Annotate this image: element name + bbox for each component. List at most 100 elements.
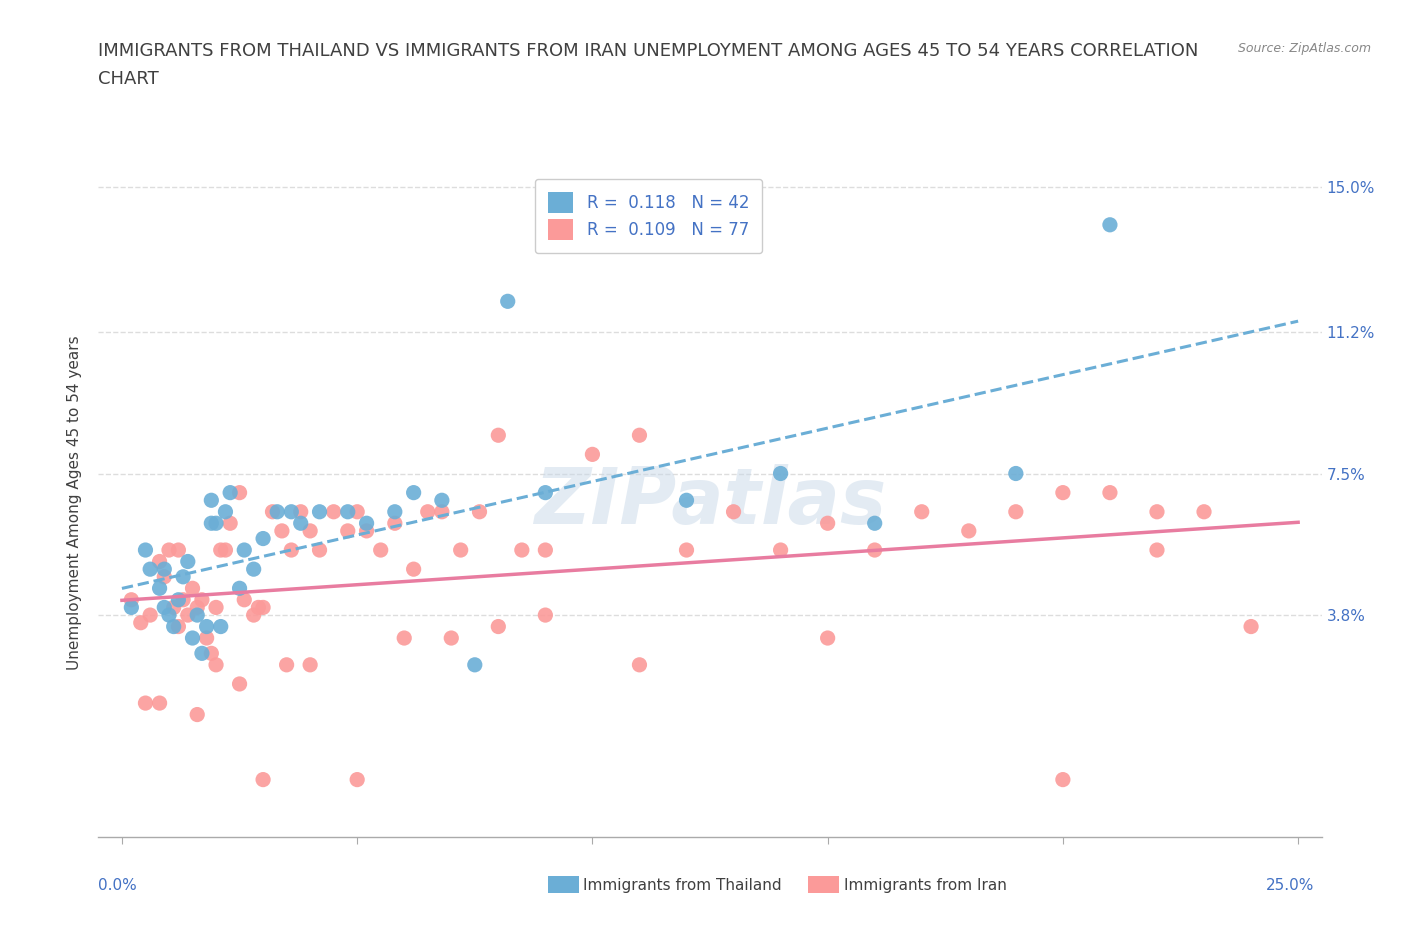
Point (402, 562, 425, 577)
Point (336, 524, 359, 538)
Point (628, 428, 651, 443)
Point (308, 542, 330, 557)
Text: Immigrants from Thailand: Immigrants from Thailand (583, 878, 782, 893)
Point (346, 772, 368, 787)
Point (262, 504, 284, 519)
Point (134, 696, 156, 711)
Point (266, 504, 288, 519)
Point (205, 600, 228, 615)
Point (191, 592, 214, 607)
Point (233, 542, 256, 557)
Point (191, 646, 214, 661)
Point (817, 631, 839, 645)
Point (167, 592, 190, 607)
Point (157, 607, 180, 622)
Point (356, 516, 378, 531)
Text: CHART: CHART (98, 70, 159, 87)
Point (496, 294, 519, 309)
Point (209, 542, 232, 557)
Point (252, 531, 274, 546)
Point (384, 516, 406, 531)
Point (1052, 485, 1074, 500)
Point (157, 542, 180, 557)
Point (817, 516, 839, 531)
Point (276, 658, 298, 672)
Point (120, 592, 142, 607)
Point (534, 485, 557, 500)
Point (186, 607, 208, 622)
Point (322, 504, 344, 519)
Point (581, 447, 603, 462)
Point (440, 631, 463, 645)
Point (450, 542, 472, 557)
Point (486, 619, 509, 634)
Point (346, 504, 368, 519)
Point (200, 646, 222, 661)
Point (769, 466, 792, 481)
Point (163, 619, 186, 634)
Point (242, 607, 264, 622)
Point (247, 600, 270, 615)
Point (149, 581, 172, 596)
Point (228, 676, 250, 691)
Point (534, 607, 557, 622)
Point (172, 592, 194, 607)
Point (336, 504, 359, 519)
Point (209, 619, 232, 634)
Point (464, 658, 486, 672)
Point (416, 504, 439, 519)
Point (430, 504, 453, 519)
Point (214, 542, 236, 557)
Point (153, 562, 176, 577)
Point (139, 607, 162, 622)
Text: Source: ZipAtlas.com: Source: ZipAtlas.com (1237, 42, 1371, 55)
Point (911, 504, 934, 519)
Point (219, 516, 242, 531)
Point (299, 658, 322, 672)
Point (370, 542, 392, 557)
Point (392, 631, 416, 645)
Text: ZIPatlas: ZIPatlas (534, 464, 886, 540)
Point (120, 600, 142, 615)
Point (430, 493, 453, 508)
Point (402, 485, 425, 500)
Point (205, 658, 228, 672)
Point (153, 569, 176, 584)
Point (290, 516, 312, 531)
Point (1098, 485, 1121, 500)
Point (675, 493, 697, 508)
Point (149, 696, 172, 711)
Point (1240, 619, 1263, 634)
Point (1098, 218, 1121, 232)
Point (252, 600, 274, 615)
Point (510, 542, 533, 557)
Point (163, 600, 186, 615)
Point (242, 562, 264, 577)
Point (769, 542, 792, 557)
Point (270, 524, 294, 538)
Point (384, 504, 406, 519)
Point (134, 542, 156, 557)
Point (205, 516, 228, 531)
Text: IMMIGRANTS FROM THAILAND VS IMMIGRANTS FROM IRAN UNEMPLOYMENT AMONG AGES 45 TO 5: IMMIGRANTS FROM THAILAND VS IMMIGRANTS F… (98, 42, 1199, 60)
Point (280, 542, 302, 557)
Point (214, 504, 236, 519)
Point (252, 772, 274, 787)
Point (186, 600, 208, 615)
Legend: R =  0.118   N = 42, R =  0.109   N = 77: R = 0.118 N = 42, R = 0.109 N = 77 (534, 179, 762, 253)
Point (200, 516, 222, 531)
Point (195, 631, 218, 645)
Point (308, 504, 330, 519)
Text: 25.0%: 25.0% (1267, 878, 1315, 893)
Point (172, 569, 194, 584)
Point (957, 524, 980, 538)
Point (299, 524, 322, 538)
Point (1052, 772, 1074, 787)
Point (1146, 504, 1168, 519)
Point (534, 542, 557, 557)
Point (149, 554, 172, 569)
Point (139, 562, 162, 577)
Point (233, 592, 256, 607)
Point (228, 485, 250, 500)
Point (219, 485, 242, 500)
